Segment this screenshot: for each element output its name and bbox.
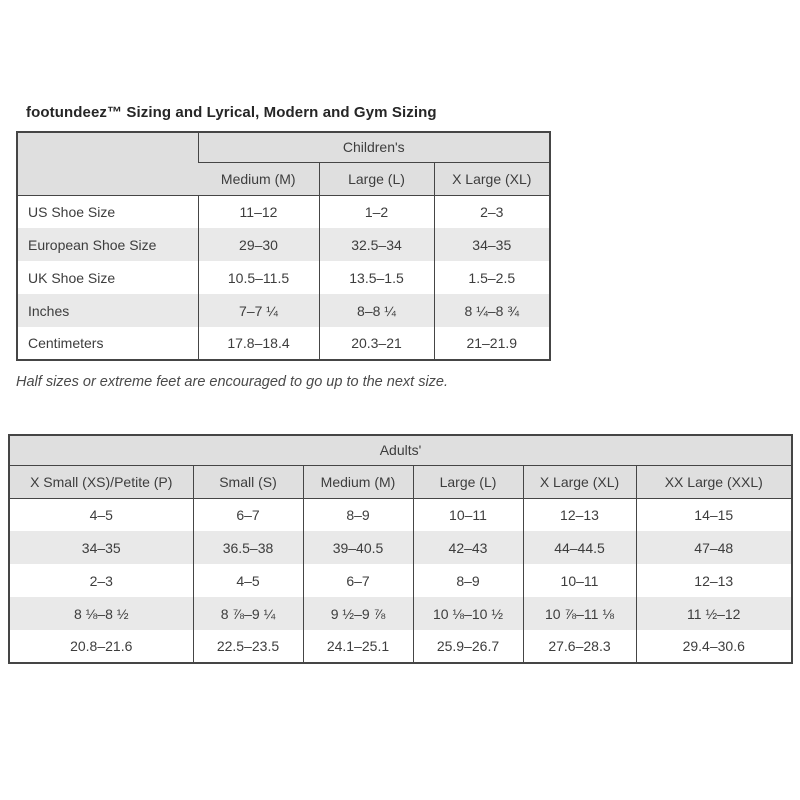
table-cell: 12–13 (522, 498, 636, 531)
table-cell: 10 ⅞–11 ⅛ (522, 597, 636, 630)
adults-group-header-row: Adults' (9, 435, 792, 466)
table-cell: 44–44.5 (522, 531, 636, 564)
table-cell: 1.5–2.5 (433, 261, 551, 294)
column-header-small: Small (S) (192, 465, 303, 499)
table-cell: 4–5 (192, 564, 303, 597)
table-cell: 12–13 (635, 564, 792, 597)
table-cell: 17.8–18.4 (197, 327, 319, 360)
table-cell: 2–3 (89, 572, 113, 589)
table-cell: 11–12 (197, 195, 319, 228)
sizing-note: Half sizes or extreme feet are encourage… (16, 374, 449, 390)
adults-sizing-table: Adults' X Small (XS)/Petite (P) Small (S… (8, 434, 793, 664)
table-cell: 6–7 (302, 564, 413, 597)
row-label-inches: Inches (28, 302, 70, 319)
row-label-uk-shoe-size: UK Shoe Size (28, 269, 116, 286)
table-cell: 29–30 (197, 228, 319, 261)
corner-cell (17, 132, 198, 196)
table-row: US Shoe Size 11–12 1–2 2–3 (17, 195, 551, 228)
table-cell: 21–21.9 (433, 327, 551, 360)
table-row: 34–35 36.5–38 39–40.5 42–43 44–44.5 47–4… (9, 531, 792, 564)
table-row: 20.8–21.6 22.5–23.5 24.1–25.1 25.9–26.7 … (9, 630, 792, 663)
table-row: 4–5 6–7 8–9 10–11 12–13 14–15 (9, 498, 792, 531)
column-header-medium: Medium (M) (198, 162, 319, 196)
table-cell: 10.5–11.5 (197, 261, 319, 294)
table-cell: 27.6–28.3 (522, 630, 636, 663)
children-group-header-row: Children's (17, 132, 551, 196)
row-label-european-shoe-size: European Shoe Size (28, 236, 157, 253)
table-cell: 13.5–1.5 (318, 261, 434, 294)
table-cell: 36.5–38 (192, 531, 303, 564)
table-cell: 6–7 (192, 498, 303, 531)
table-cell: 32.5–34 (318, 228, 434, 261)
table-cell: 4–5 (89, 506, 113, 523)
row-label-centimeters: Centimeters (28, 335, 104, 351)
column-header-large: Large (L) (318, 162, 434, 196)
table-cell: 8–9 (302, 498, 413, 531)
adults-group-header: Adults' (9, 435, 792, 466)
table-row: Inches 7–7 ¼ 8–8 ¼ 8 ¼–8 ¾ (17, 294, 551, 327)
table-cell: 7–7 ¼ (197, 294, 319, 327)
page-title: footundeez™ Sizing and Lyrical, Modern a… (26, 104, 437, 121)
table-row: 2–3 4–5 6–7 8–9 10–11 12–13 (9, 564, 792, 597)
table-cell: 42–43 (412, 531, 523, 564)
table-cell: 10–11 (412, 498, 523, 531)
table-cell: 10–11 (522, 564, 636, 597)
table-cell: 20.3–21 (318, 327, 434, 360)
table-cell: 47–48 (635, 531, 792, 564)
table-cell: 11 ½–12 (635, 597, 792, 630)
table-cell: 8 ¼–8 ¾ (433, 294, 551, 327)
table-cell: 8–8 ¼ (318, 294, 434, 327)
table-cell: 1–2 (318, 195, 434, 228)
table-row: UK Shoe Size 10.5–11.5 13.5–1.5 1.5–2.5 (17, 261, 551, 294)
column-header-medium: Medium (M) (302, 465, 413, 499)
table-cell: 14–15 (635, 498, 792, 531)
table-cell: 8 ⅛–8 ½ (74, 605, 129, 622)
children-sizing-table: Children's Medium (M) Large (L) X Large … (16, 131, 552, 361)
table-cell: 9 ½–9 ⅞ (302, 597, 413, 630)
column-header-xlarge: X Large (XL) (522, 465, 636, 499)
column-header-xsmall-petite: X Small (XS)/Petite (P) (9, 465, 193, 499)
table-cell: 8 ⅞–9 ¼ (192, 597, 303, 630)
table-row: European Shoe Size 29–30 32.5–34 34–35 (17, 228, 551, 261)
table-row: Centimeters 17.8–18.4 20.3–21 21–21.9 (17, 327, 551, 360)
row-label-us-shoe-size: US Shoe Size (28, 203, 116, 220)
children-group-header: Children's (197, 132, 551, 163)
table-cell: 8–9 (412, 564, 523, 597)
column-header-xxlarge: XX Large (XXL) (635, 465, 792, 499)
table-cell: 29.4–30.6 (635, 630, 792, 663)
table-cell: 24.1–25.1 (302, 630, 413, 663)
adults-column-header-row: X Small (XS)/Petite (P) Small (S) Medium… (9, 465, 792, 499)
table-cell: 34–35 (81, 539, 121, 556)
table-cell: 25.9–26.7 (412, 630, 523, 663)
table-cell: 2–3 (433, 195, 551, 228)
column-header-xlarge: X Large (XL) (433, 162, 551, 196)
children-column-header-row: Medium (M) Large (L) X Large (XL) (17, 162, 551, 196)
table-cell: 34–35 (433, 228, 551, 261)
table-cell: 10 ⅛–10 ½ (412, 597, 523, 630)
table-cell: 20.8–21.6 (70, 638, 133, 654)
table-row: 8 ⅛–8 ½ 8 ⅞–9 ¼ 9 ½–9 ⅞ 10 ⅛–10 ½ 10 ⅞–1… (9, 597, 792, 630)
table-cell: 22.5–23.5 (192, 630, 303, 663)
column-header-large: Large (L) (412, 465, 523, 499)
table-cell: 39–40.5 (302, 531, 413, 564)
